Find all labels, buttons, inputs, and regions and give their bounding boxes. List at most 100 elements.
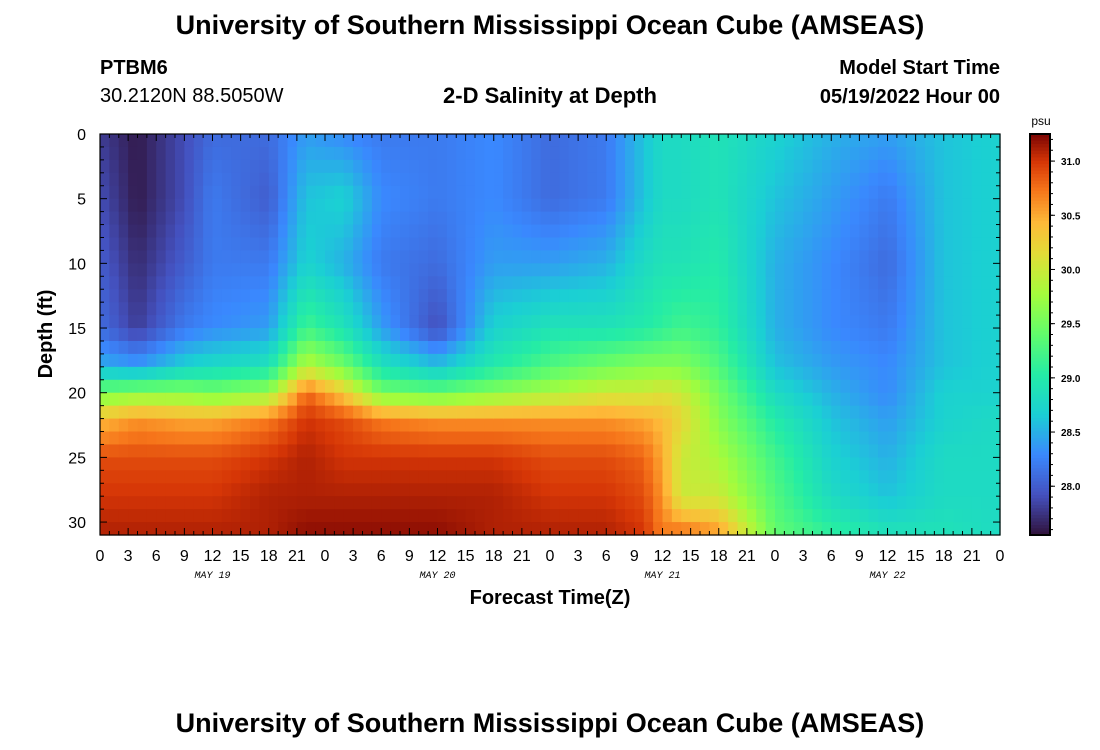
heatmap-cell <box>662 366 673 381</box>
heatmap-cell <box>390 353 401 368</box>
heatmap-cell <box>643 366 654 381</box>
heatmap-cell <box>615 431 626 446</box>
heatmap-cell <box>465 224 476 239</box>
heatmap-cell <box>625 340 635 355</box>
heatmap-cell <box>521 509 532 523</box>
heatmap-cell <box>296 211 307 226</box>
heatmap-cell <box>240 289 251 303</box>
x-tick-label: 9 <box>405 548 414 565</box>
heatmap-cell <box>896 470 907 484</box>
colorbar-segment <box>1030 504 1050 509</box>
heatmap-cell <box>868 237 879 252</box>
heatmap-cell <box>690 198 701 213</box>
heatmap-cell <box>671 237 682 252</box>
heatmap-cell <box>681 302 692 316</box>
heatmap-cell <box>531 431 542 446</box>
heatmap-cell <box>278 172 289 187</box>
heatmap-cell <box>784 263 795 277</box>
heatmap-cell <box>512 496 523 510</box>
x-tick-label: 12 <box>429 548 447 565</box>
heatmap-cell <box>100 431 110 446</box>
heatmap-cell <box>981 211 992 226</box>
heatmap-cell <box>315 159 326 174</box>
colorbar-segment <box>1030 514 1050 519</box>
heatmap-cell <box>653 289 664 303</box>
heatmap-cell <box>184 134 195 148</box>
heatmap-cell <box>559 315 570 329</box>
heatmap-cell <box>287 509 298 523</box>
heatmap-cell <box>221 522 232 536</box>
heatmap-cell <box>437 315 448 329</box>
heatmap-cell <box>868 353 879 368</box>
heatmap-cell <box>840 392 851 407</box>
heatmap-cell <box>175 146 185 161</box>
heatmap-cell <box>512 172 523 187</box>
heatmap-cell <box>400 250 410 264</box>
heatmap-cell <box>615 211 626 226</box>
heatmap-cell <box>371 340 382 355</box>
heatmap-cell <box>662 289 673 303</box>
heatmap-cell <box>325 276 335 290</box>
heatmap-cell <box>156 198 167 213</box>
heatmap-cell <box>437 483 448 497</box>
heatmap-cell <box>859 146 870 161</box>
heatmap-cell <box>962 509 973 523</box>
heatmap-cell <box>868 185 879 200</box>
heatmap-cell <box>793 405 804 420</box>
heatmap-cell <box>821 431 832 446</box>
colorbar-segment <box>1030 414 1050 419</box>
heatmap-cell <box>578 457 589 471</box>
heatmap-cell <box>456 211 467 226</box>
heatmap-cell <box>700 276 710 290</box>
heatmap-cell <box>728 302 739 316</box>
heatmap-cell <box>531 159 542 174</box>
heatmap-cell <box>718 250 729 264</box>
heatmap-cell <box>400 457 410 471</box>
heatmap-cell <box>559 276 570 290</box>
heatmap-cell <box>446 379 457 394</box>
heatmap-cell <box>128 483 139 497</box>
heatmap-cell <box>165 250 176 264</box>
heatmap-cell <box>596 353 607 368</box>
heatmap-cell <box>493 418 504 433</box>
heatmap-cell <box>456 159 467 174</box>
y-tick-label: 15 <box>68 321 86 338</box>
heatmap-cell <box>221 134 232 148</box>
heatmap-cell <box>990 328 1001 342</box>
heatmap-cell <box>615 379 626 394</box>
heatmap-cell <box>934 185 945 200</box>
heatmap-cell <box>596 366 607 381</box>
heatmap-cell <box>362 418 373 433</box>
heatmap-cell <box>193 483 204 497</box>
heatmap-cell <box>971 159 982 174</box>
heatmap-cell <box>184 366 195 381</box>
heatmap-cell <box>634 250 645 264</box>
heatmap-cell <box>812 185 823 200</box>
heatmap-cell <box>962 522 973 536</box>
heatmap-cell <box>606 134 617 148</box>
heatmap-cell <box>896 134 907 148</box>
heatmap-cell <box>559 379 570 394</box>
heatmap-cell <box>512 146 523 161</box>
heatmap-cell <box>681 496 692 510</box>
heatmap-cell <box>587 289 598 303</box>
heatmap-cell <box>934 522 945 536</box>
heatmap-cell <box>362 185 373 200</box>
colorbar-segment <box>1030 234 1050 239</box>
heatmap-cell <box>709 146 720 161</box>
heatmap-cell <box>831 172 842 187</box>
heatmap-cell <box>531 211 542 226</box>
heatmap-cell <box>240 509 251 523</box>
heatmap-cell <box>503 509 514 523</box>
heatmap-cell <box>250 328 260 342</box>
heatmap-cell <box>428 470 439 484</box>
heatmap-cell <box>409 146 420 161</box>
heatmap-cell <box>803 431 814 446</box>
heatmap-cell <box>428 457 439 471</box>
heatmap-cell <box>268 457 279 471</box>
heatmap-cell <box>100 302 110 316</box>
colorbar-segment <box>1030 354 1050 359</box>
heatmap-cell <box>915 198 926 213</box>
heatmap-cell <box>765 159 776 174</box>
heatmap-cell <box>803 496 814 510</box>
